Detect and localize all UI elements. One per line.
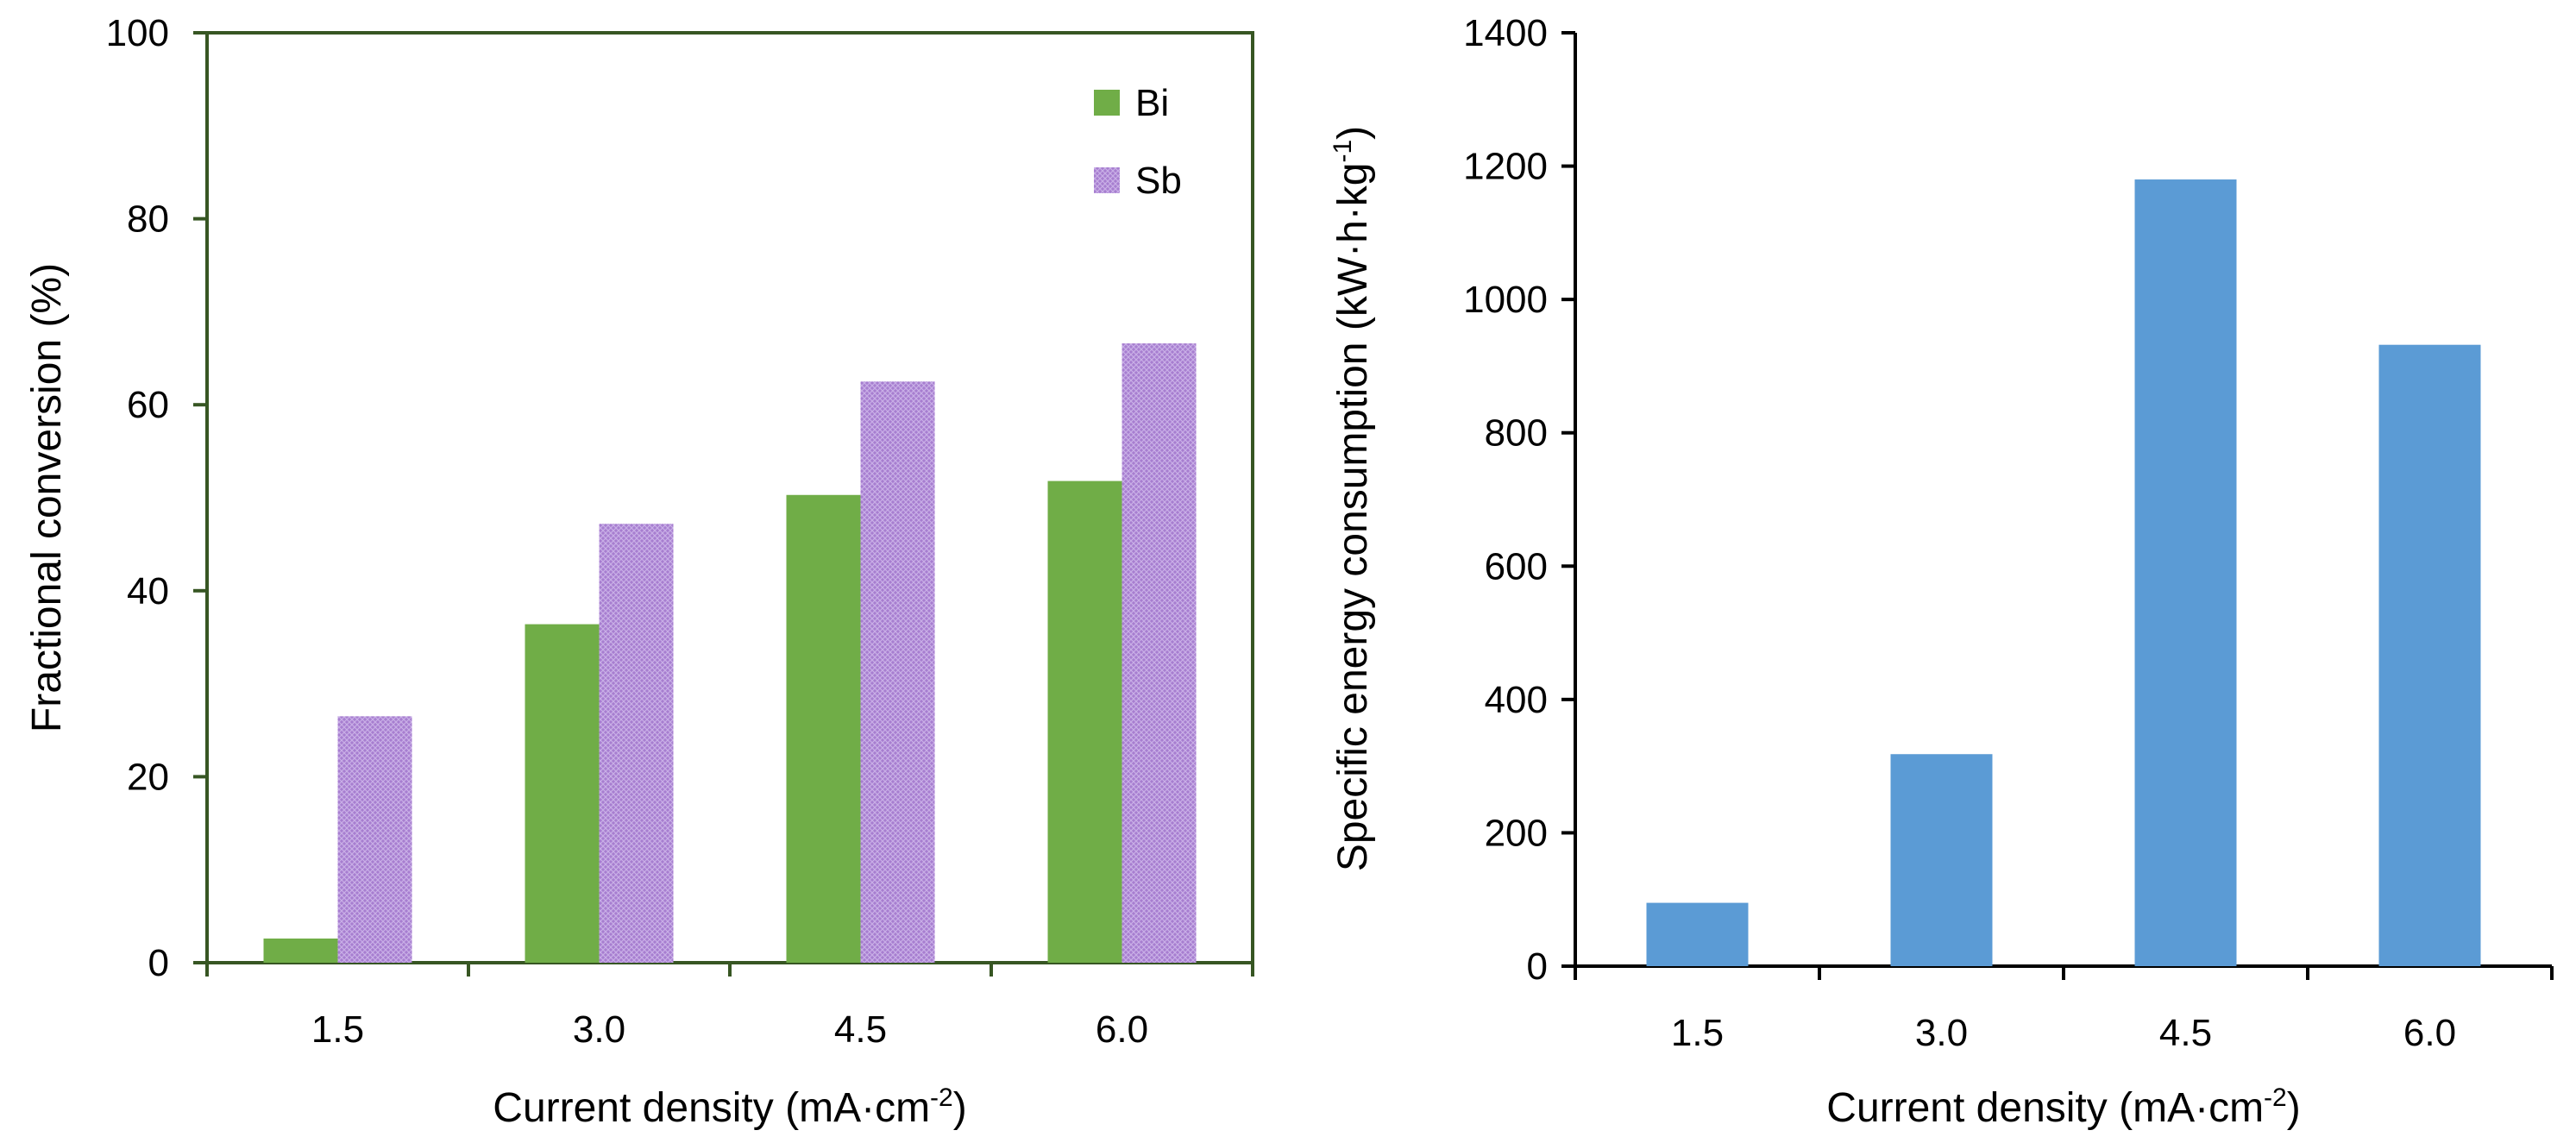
x-axis-title: Current density (mA·cm-2) bbox=[1826, 1083, 2300, 1131]
legend-label-bi: Bi bbox=[1135, 82, 1169, 124]
x-tick-label: 3.0 bbox=[1915, 1012, 1968, 1054]
y-axis-title-main: Specific energy consumption (kW·h·kg bbox=[1330, 163, 1376, 872]
x-axis-title-sup: -2 bbox=[2264, 1083, 2287, 1112]
y-tick-label: 0 bbox=[1527, 945, 1548, 988]
x-tick-label: 1.5 bbox=[1671, 1012, 1724, 1054]
y-tick-label: 60 bbox=[127, 384, 169, 426]
energy-consumption-chart: 0 200 400 600 800 1000 1200 1400 1.5 3.0 4.5 6.0 C… bbox=[1329, 12, 2554, 1131]
bar-sb-6.0 bbox=[1122, 343, 1197, 963]
fractional-conversion-chart: 0 20 40 60 80 100 1.5 3.0 4.5 6.0 Bi Sb Current … bbox=[24, 12, 1254, 1131]
y-axis-title-sup: -1 bbox=[1329, 140, 1357, 163]
x-axis-title-sup: -2 bbox=[930, 1083, 953, 1112]
y-tick-label: 80 bbox=[127, 198, 169, 241]
x-tick-label: 6.0 bbox=[1096, 1008, 1148, 1051]
bar-sb-4.5 bbox=[860, 381, 935, 963]
legend-swatch-bi bbox=[1094, 90, 1120, 116]
y-axis-title-tail: ) bbox=[1330, 126, 1376, 140]
y-tick-label: 1400 bbox=[1463, 12, 1548, 54]
x-axis-title-main: Current density (mA·cm bbox=[1826, 1085, 2264, 1131]
x-axis-title-tail: ) bbox=[2287, 1085, 2301, 1131]
bar-series-group bbox=[1646, 179, 2481, 966]
legend-swatch-sb bbox=[1094, 167, 1120, 193]
bar-bi-1.5 bbox=[263, 938, 338, 963]
legend-label-sb: Sb bbox=[1135, 160, 1182, 202]
y-axis-title: Fractional conversion (%) bbox=[24, 263, 70, 732]
bar-specific-energy-consumption-1.5 bbox=[1646, 902, 1749, 966]
x-axis-title: Current density (mA·cm-2) bbox=[493, 1083, 966, 1131]
bar-specific-energy-consumption-4.5 bbox=[2134, 179, 2237, 966]
x-axis: 1.5 3.0 4.5 6.0 bbox=[205, 963, 1254, 1051]
y-axis: 0 20 40 60 80 100 bbox=[106, 12, 207, 984]
bar-bi-3.0 bbox=[525, 624, 600, 963]
y-tick-label: 400 bbox=[1485, 679, 1548, 721]
bar-specific-energy-consumption-6.0 bbox=[2378, 344, 2481, 966]
y-tick-label: 40 bbox=[127, 570, 169, 612]
y-tick-label: 20 bbox=[127, 756, 169, 798]
y-axis: 0 200 400 600 800 1000 1200 1400 bbox=[1463, 12, 1575, 988]
y-tick-label: 600 bbox=[1485, 545, 1548, 587]
y-tick-label: 200 bbox=[1485, 812, 1548, 854]
bar-bi-4.5 bbox=[786, 494, 861, 963]
y-axis-title: Specific energy consumption (kW·h·kg-1) bbox=[1329, 126, 1376, 871]
y-tick-label: 100 bbox=[106, 12, 169, 54]
bar-series-group bbox=[263, 343, 1197, 963]
y-tick-label: 0 bbox=[148, 942, 169, 984]
bar-bi-6.0 bbox=[1047, 480, 1122, 963]
x-axis-title-tail: ) bbox=[953, 1085, 967, 1131]
y-tick-label: 800 bbox=[1485, 412, 1548, 455]
bar-specific-energy-consumption-3.0 bbox=[1890, 754, 1993, 966]
bar-sb-1.5 bbox=[337, 716, 412, 963]
legend: Bi Sb bbox=[1094, 82, 1182, 202]
y-tick-label: 1200 bbox=[1463, 146, 1548, 188]
x-axis-title-main: Current density (mA·cm bbox=[493, 1085, 930, 1131]
y-axis-title-main: Fractional conversion (%) bbox=[24, 263, 70, 732]
x-tick-label: 1.5 bbox=[311, 1008, 364, 1051]
y-tick-label: 1000 bbox=[1463, 279, 1548, 321]
x-tick-label: 3.0 bbox=[573, 1008, 625, 1051]
x-axis: 1.5 3.0 4.5 6.0 bbox=[1574, 966, 2554, 1054]
x-tick-label: 6.0 bbox=[2403, 1012, 2456, 1054]
x-tick-label: 4.5 bbox=[2159, 1012, 2212, 1054]
bar-sb-3.0 bbox=[599, 524, 674, 963]
x-tick-label: 4.5 bbox=[834, 1008, 887, 1051]
